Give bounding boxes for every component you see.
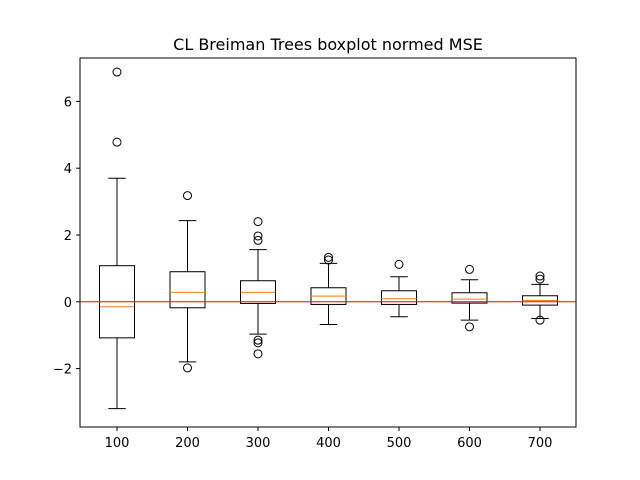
- x-tick-label: 200: [175, 436, 200, 451]
- outlier-point: [253, 217, 263, 227]
- outlier-point: [253, 235, 263, 245]
- outlier-point: [324, 255, 333, 265]
- outlier-point: [394, 259, 404, 269]
- box-200: [169, 271, 206, 309]
- outlier-point: [253, 338, 263, 348]
- outlier-point: [535, 271, 545, 281]
- plot-area: −2 0 2 4 6 100 200 300 400 500 600 700: [53, 67, 576, 451]
- x-tick-label: 600: [457, 436, 482, 451]
- box-500: [381, 290, 417, 305]
- outlier-point: [535, 315, 545, 325]
- outlier-point: [253, 335, 263, 345]
- outlier-point: [183, 363, 192, 373]
- outlier-point: [535, 274, 545, 284]
- x-tick-label: 400: [316, 436, 341, 451]
- outlier-point: [465, 322, 474, 332]
- x-tick-label: 100: [105, 436, 130, 451]
- outlier-point: [465, 264, 474, 274]
- outlier-point: [324, 252, 333, 262]
- x-tick-label: 300: [246, 436, 271, 451]
- outlier-point: [112, 137, 122, 147]
- chart-title: CL Breiman Trees boxplot normed MSE: [173, 35, 483, 54]
- x-tick-label: 500: [387, 436, 412, 451]
- y-tick-label: 2: [64, 229, 72, 244]
- outlier-point: [183, 191, 192, 201]
- y-tick-label: −2: [53, 363, 72, 378]
- x-tick-label: 700: [528, 436, 553, 451]
- y-tick-label: 6: [64, 95, 72, 110]
- outlier-point: [253, 349, 263, 359]
- y-tick-label: 0: [64, 296, 72, 311]
- y-tick-label: 4: [64, 162, 72, 177]
- outlier-point: [253, 231, 263, 241]
- outlier-point: [112, 67, 122, 77]
- axes-frame: [79, 57, 577, 428]
- box-600: [451, 292, 488, 304]
